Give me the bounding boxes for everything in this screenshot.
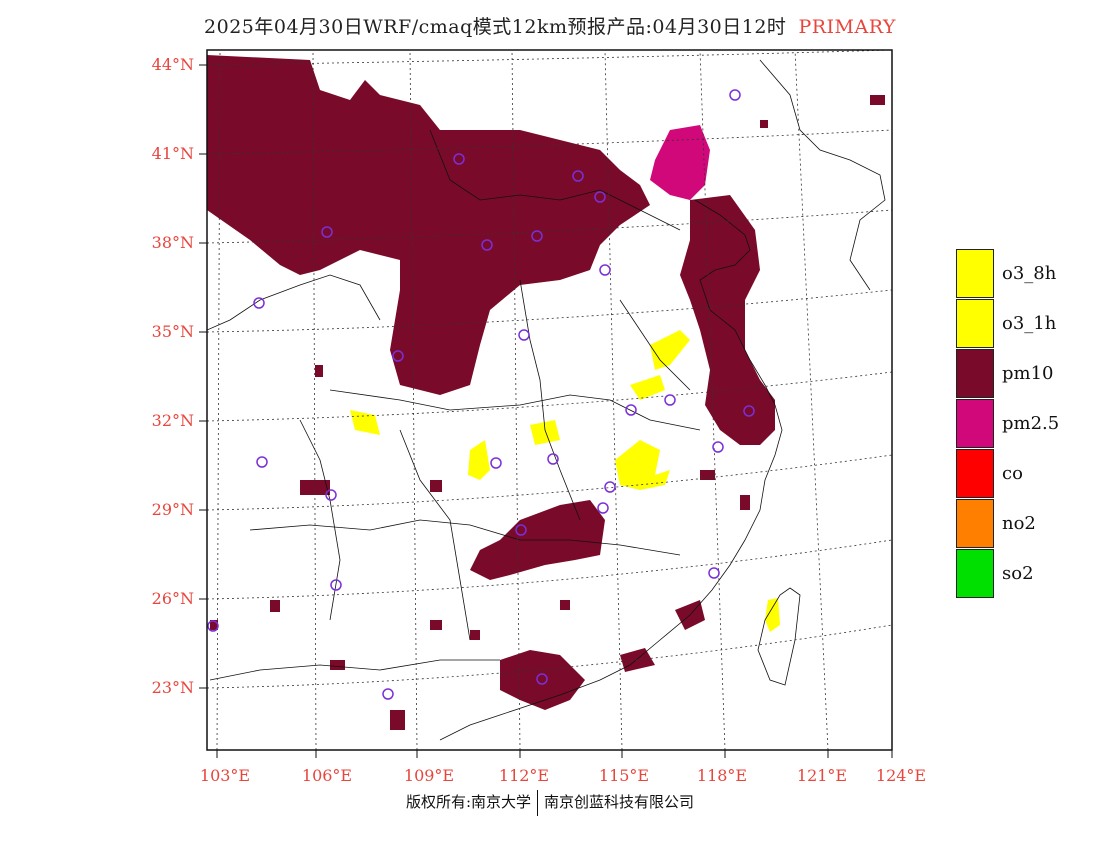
- station-marker: [207, 620, 219, 632]
- station-marker: [453, 153, 465, 165]
- lat-label: 41°N: [151, 144, 194, 163]
- legend-swatch: [956, 349, 994, 398]
- station-marker: [531, 230, 543, 242]
- province-border-6: [519, 279, 581, 521]
- o3-region-1: [650, 330, 690, 370]
- boundary-lines: [207, 59, 886, 741]
- station-marker: [572, 170, 584, 182]
- pm10-region-south: [500, 650, 585, 710]
- station-marker: [481, 239, 493, 251]
- legend-swatch: [956, 499, 994, 548]
- station-marker: [547, 453, 559, 465]
- province-border-7: [619, 299, 691, 391]
- pm10-region-east: [680, 195, 775, 445]
- footer-right: 南京创蓝科技有限公司: [544, 793, 695, 811]
- map-title: 2025年04月30日WRF/cmaq模式12km预报产品:04月30日12时 P…: [0, 12, 1100, 39]
- station-marker: [712, 441, 724, 453]
- lat-label: 38°N: [151, 233, 194, 252]
- legend-swatch: [956, 449, 994, 498]
- legend-swatch: [956, 549, 994, 598]
- station-marker: [664, 394, 676, 406]
- legend-label: so2: [1002, 563, 1034, 584]
- station-marker: [708, 567, 720, 579]
- province-border-4: [209, 659, 500, 681]
- lat-label: 23°N: [151, 678, 194, 697]
- station-marker: [729, 89, 741, 101]
- lon-label: 109°E: [403, 766, 455, 785]
- legend-label: pm2.5: [1002, 413, 1060, 434]
- legend-label: o3_8h: [1002, 263, 1057, 284]
- station-marker: [253, 297, 265, 309]
- province-border-9: [399, 429, 471, 641]
- station-marker: [382, 688, 394, 700]
- legend-swatch: [956, 399, 994, 448]
- legend-label: co: [1002, 463, 1023, 484]
- legend-label: o3_1h: [1002, 313, 1057, 334]
- station-marker: [625, 404, 637, 416]
- legend-label: pm10: [1002, 363, 1054, 384]
- station-marker: [515, 524, 527, 536]
- station-marker: [599, 264, 611, 276]
- station-marker: [597, 502, 609, 514]
- coastline: [439, 199, 783, 741]
- province-border-1: [207, 274, 381, 331]
- o3-region-3: [615, 440, 670, 490]
- lat-label: 26°N: [151, 589, 194, 608]
- pm10-scattered-cells: [210, 95, 885, 730]
- province-border-2: [329, 389, 701, 431]
- map-border: [206, 49, 893, 751]
- title-text: 2025年04月30日WRF/cmaq模式12km预报产品:04月30日12时: [204, 16, 787, 38]
- pm10-region-north: [207, 55, 650, 395]
- station-marker: [392, 350, 404, 362]
- lon-label: 106°E: [301, 766, 353, 785]
- station-marker: [325, 489, 337, 501]
- legend-swatch: [956, 249, 994, 298]
- lon-label: 112°E: [498, 766, 550, 785]
- lat-label: 32°N: [151, 411, 194, 430]
- footer-left: 版权所有:南京大学: [405, 793, 532, 811]
- station-marker: [256, 456, 268, 468]
- pm25-region: [650, 125, 710, 200]
- lat-label: 29°N: [151, 500, 194, 519]
- station-marker: [490, 457, 502, 469]
- station-marker: [594, 191, 606, 203]
- station-marker: [518, 329, 530, 341]
- lon-label: 121°E: [796, 766, 848, 785]
- lon-label: 115°E: [598, 766, 650, 785]
- o3-region-7: [765, 598, 780, 632]
- o3-region-2: [630, 375, 665, 400]
- copyright-footer: 版权所有:南京大学 南京创蓝科技有限公司: [0, 790, 1100, 816]
- station-marker: [321, 226, 333, 238]
- station-marker: [536, 673, 548, 685]
- station-marker: [330, 579, 342, 591]
- station-marker: [743, 405, 755, 417]
- lat-label: 35°N: [151, 322, 194, 341]
- pm10-layer: [207, 55, 775, 710]
- footer-separator: [537, 790, 539, 816]
- o3-region-4: [468, 440, 490, 480]
- lat-label: 44°N: [151, 55, 194, 74]
- lon-label: 124°E: [875, 766, 927, 785]
- axis-ticks: [199, 64, 893, 758]
- taiwan-outline: [757, 587, 801, 686]
- pm25-layer: [650, 125, 710, 200]
- station-marker: [604, 481, 616, 493]
- o3-region-5: [530, 420, 560, 445]
- legend-swatch: [956, 299, 994, 348]
- title-tag: PRIMARY: [798, 16, 896, 38]
- o3-region-6: [350, 410, 380, 435]
- lon-label: 103°E: [199, 766, 251, 785]
- province-border-3: [249, 519, 681, 556]
- station-markers: [207, 89, 755, 700]
- legend-label: no2: [1002, 513, 1036, 534]
- lon-label: 118°E: [696, 766, 748, 785]
- graticule: [207, 50, 892, 750]
- northeast-border: [759, 59, 886, 291]
- province-border-5: [429, 129, 681, 231]
